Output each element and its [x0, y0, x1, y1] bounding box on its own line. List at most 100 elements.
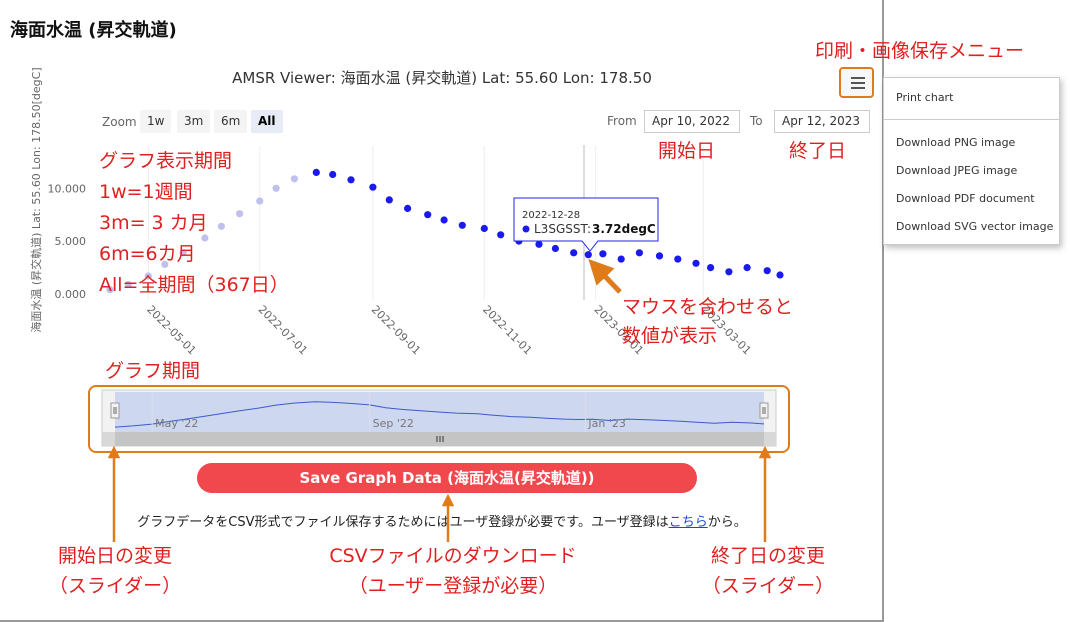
data-point	[551, 244, 560, 253]
notice-text-before: グラフデータをCSV形式でファイル保存するためにはユーザ登録が必要です。ユーザ登…	[137, 515, 669, 530]
chart-title: AMSR Viewer: 海面水温 (昇交軌道) Lat: 55.60 Lon:…	[232, 69, 652, 87]
from-date-input[interactable]: Apr 10, 2022	[644, 110, 740, 133]
chart-menu-button[interactable]	[839, 67, 874, 98]
navigator-tick-label: May '22	[155, 417, 198, 430]
annotation-period-all: All=全期間（367日）	[99, 274, 289, 296]
data-point	[617, 255, 625, 263]
navigator-left-handle[interactable]	[110, 402, 120, 419]
annotation-graph-period: グラフ期間	[105, 360, 201, 382]
to-label: To	[750, 114, 763, 128]
tooltip-series-marker	[522, 225, 530, 233]
annotation-start-date: 開始日	[658, 140, 716, 162]
data-point	[161, 260, 169, 268]
annotation-menu: 印刷・画像保存メニュー	[815, 40, 1025, 62]
y-axis: 10.000 5.000 0.000	[48, 182, 87, 301]
data-point	[217, 222, 225, 230]
tooltip-date: 2022-12-28	[522, 210, 580, 221]
data-point	[599, 250, 607, 258]
data-point	[385, 196, 393, 204]
tooltip-colon: :	[587, 222, 591, 236]
data-point	[347, 176, 355, 184]
data-point	[725, 268, 733, 276]
x-tick-label: 2022-07-01	[256, 303, 310, 357]
zoom-1w-button[interactable]: 1w	[140, 110, 172, 133]
data-point	[570, 249, 578, 257]
data-point	[124, 280, 132, 289]
navigator-highlight	[88, 385, 790, 453]
annotation-hover-1: マウスを合わせると	[622, 296, 794, 318]
menu-download-pdf[interactable]: Download PDF document	[896, 192, 1035, 205]
data-point	[106, 286, 114, 294]
navigator[interactable]: May '22 Sep '22 Jan '23	[101, 389, 777, 447]
data-point	[236, 210, 244, 218]
export-menu: Print chart Download PNG image Download …	[883, 77, 1060, 245]
data-point	[763, 267, 771, 275]
navigator-tick-label: Sep '22	[373, 417, 414, 430]
tooltip-series-name: L3SGSST	[534, 222, 588, 236]
page-title: 海面水温 (昇交軌道)	[10, 20, 177, 41]
x-tick-label: 2022-05-01	[144, 303, 198, 357]
data-point	[707, 264, 715, 272]
data-point	[674, 255, 682, 263]
menu-download-svg[interactable]: Download SVG vector image	[896, 220, 1054, 233]
save-graph-data-button[interactable]: Save Graph Data (海面水温(昇交軌道))	[197, 463, 697, 493]
tooltip-value: 3.72degC	[592, 222, 656, 236]
data-point	[424, 211, 432, 219]
from-label: From	[607, 114, 637, 128]
data-point	[584, 251, 592, 259]
data-point	[179, 249, 187, 257]
y-tick-label: 10.000	[48, 182, 87, 195]
data-point	[535, 240, 543, 248]
series-l3sgsst	[106, 168, 784, 294]
navigator-tick-label: Jan '23	[587, 417, 625, 430]
menu-divider	[884, 119, 1059, 120]
data-point	[743, 264, 751, 272]
menu-download-png[interactable]: Download PNG image	[896, 136, 1016, 149]
navigator-right-handle[interactable]	[759, 402, 769, 419]
zoom-all-button[interactable]: All	[251, 110, 283, 133]
x-tick-label: 2022-11-01	[480, 303, 534, 357]
y-axis-label: 海面水温 (昇交軌道) Lat: 55.60 Lon: 178.50[degC]	[29, 67, 43, 332]
annotation-end-date: 終了日	[789, 140, 847, 162]
data-point	[440, 216, 448, 224]
zoom-3m-button[interactable]: 3m	[177, 110, 211, 133]
data-point	[272, 184, 280, 192]
tooltip: 2022-12-28 L3SGSST 3.72degC	[513, 197, 659, 252]
data-point	[776, 271, 784, 279]
menu-print-chart[interactable]: Print chart	[896, 91, 954, 104]
sst-chart[interactable]: 海面水温 (昇交軌道) Lat: 55.60 Lon: 178.50[degC]…	[0, 0, 884, 460]
scrollbar-grip-icon	[436, 436, 444, 442]
data-point	[404, 204, 412, 212]
annotation-period-6m: 6m=6カ月	[99, 243, 196, 265]
data-point	[497, 231, 505, 239]
menu-download-jpeg[interactable]: Download JPEG image	[896, 164, 1018, 177]
data-point	[369, 183, 377, 191]
data-point	[480, 224, 488, 233]
data-point	[290, 175, 298, 183]
notice-text-after: から。	[707, 515, 747, 530]
data-point	[329, 170, 337, 179]
navigator-labels: May '22 Sep '22 Jan '23	[151, 392, 626, 432]
annotation-start-slider: 開始日の変更 （スライダー）	[48, 545, 182, 597]
data-point	[312, 168, 320, 176]
hamburger-icon	[851, 77, 865, 79]
data-point	[144, 272, 152, 280]
x-tick-label: 2022-09-01	[369, 303, 423, 357]
data-point	[692, 259, 700, 267]
zoom-6m-button[interactable]: 6m	[214, 110, 248, 133]
annotation-period-3m: 3m= 3 カ月	[99, 212, 208, 234]
annotation-hover-2: 数値が表示	[622, 325, 718, 347]
registration-notice: グラフデータをCSV形式でファイル保存するためにはユーザ登録が必要です。ユーザ登…	[0, 511, 884, 530]
navigator-series-line	[114, 401, 765, 428]
data-point	[256, 197, 264, 205]
data-point	[458, 221, 466, 229]
registration-link[interactable]: こちら	[668, 515, 708, 530]
chart-panel	[0, 0, 884, 622]
y-tick-label: 0.000	[55, 288, 87, 301]
to-date-input[interactable]: Apr 12, 2023	[774, 110, 870, 133]
annotation-end-slider: 終了日の変更 （スライダー）	[701, 545, 835, 597]
data-point	[655, 252, 664, 260]
annotation-csv: CSVファイルのダウンロード （ユーザー登録が必要）	[329, 545, 577, 597]
annotation-period-title: グラフ表示期間	[99, 150, 233, 172]
data-point	[635, 249, 644, 257]
